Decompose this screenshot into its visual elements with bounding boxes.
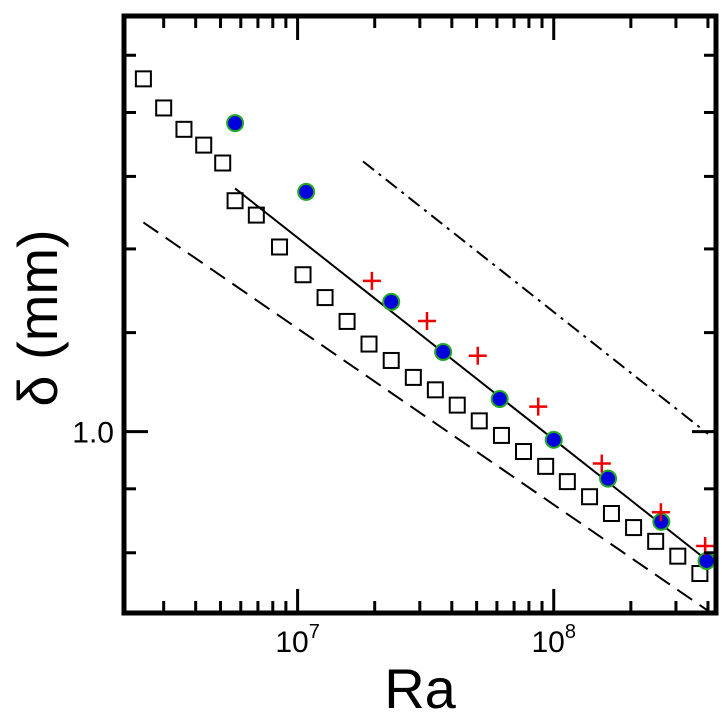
plus-marker [417,311,436,330]
circle-marker [599,469,618,488]
axis-ticks [124,16,716,613]
square-marker [625,519,643,537]
square-marker [316,289,334,307]
x-tick-exponent: 8 [565,621,576,643]
square-marker [338,312,356,330]
circle-marker [434,342,453,361]
square-marker [360,335,378,353]
square-marker [669,547,687,565]
x-tick-base: 10 [275,626,308,659]
square-marker [602,505,620,523]
circle-marker [297,182,316,201]
square-marker [271,238,289,256]
square-marker [492,426,510,444]
data-points [134,70,716,583]
circle-marker [697,551,716,570]
plus-marker [468,346,487,365]
y-axis-label: δ (mm) [6,229,69,406]
plus-marker [529,397,548,416]
circle-marker [226,114,245,133]
x-tick-exponent: 7 [309,621,320,643]
x-tick-label-1e8: 108 [531,621,576,659]
line-dashed [142,221,709,612]
x-tick-base: 10 [531,626,564,659]
plus-marker [592,454,611,473]
square-marker [294,266,312,284]
x-axis-label: Ra [384,657,456,717]
line-dashdot [362,160,709,435]
plot-frame [121,13,719,616]
square-marker [558,473,576,491]
circle-marker [544,430,563,449]
plus-marker [651,503,670,522]
square-marker [470,412,488,430]
square-marker [382,351,400,369]
line-solid [234,187,709,562]
square-marker [134,70,152,88]
square-marker [448,396,466,414]
square-marker [647,532,665,550]
square-marker [155,99,173,117]
x-tick-label-1e7: 107 [275,621,320,659]
square-marker [195,136,213,154]
y-tick-label-1.0: 1.0 [72,417,114,450]
square-marker [426,381,444,399]
square-marker [247,206,265,224]
square-marker [537,457,555,475]
plus-marker [362,271,381,290]
square-marker [515,443,533,461]
square-marker [175,120,193,138]
square-marker [581,488,599,506]
square-marker [226,192,244,210]
circle-marker [490,389,509,408]
square-marker [404,368,422,386]
reference-lines [142,160,709,612]
circle-marker [382,292,401,311]
square-marker [214,154,232,172]
